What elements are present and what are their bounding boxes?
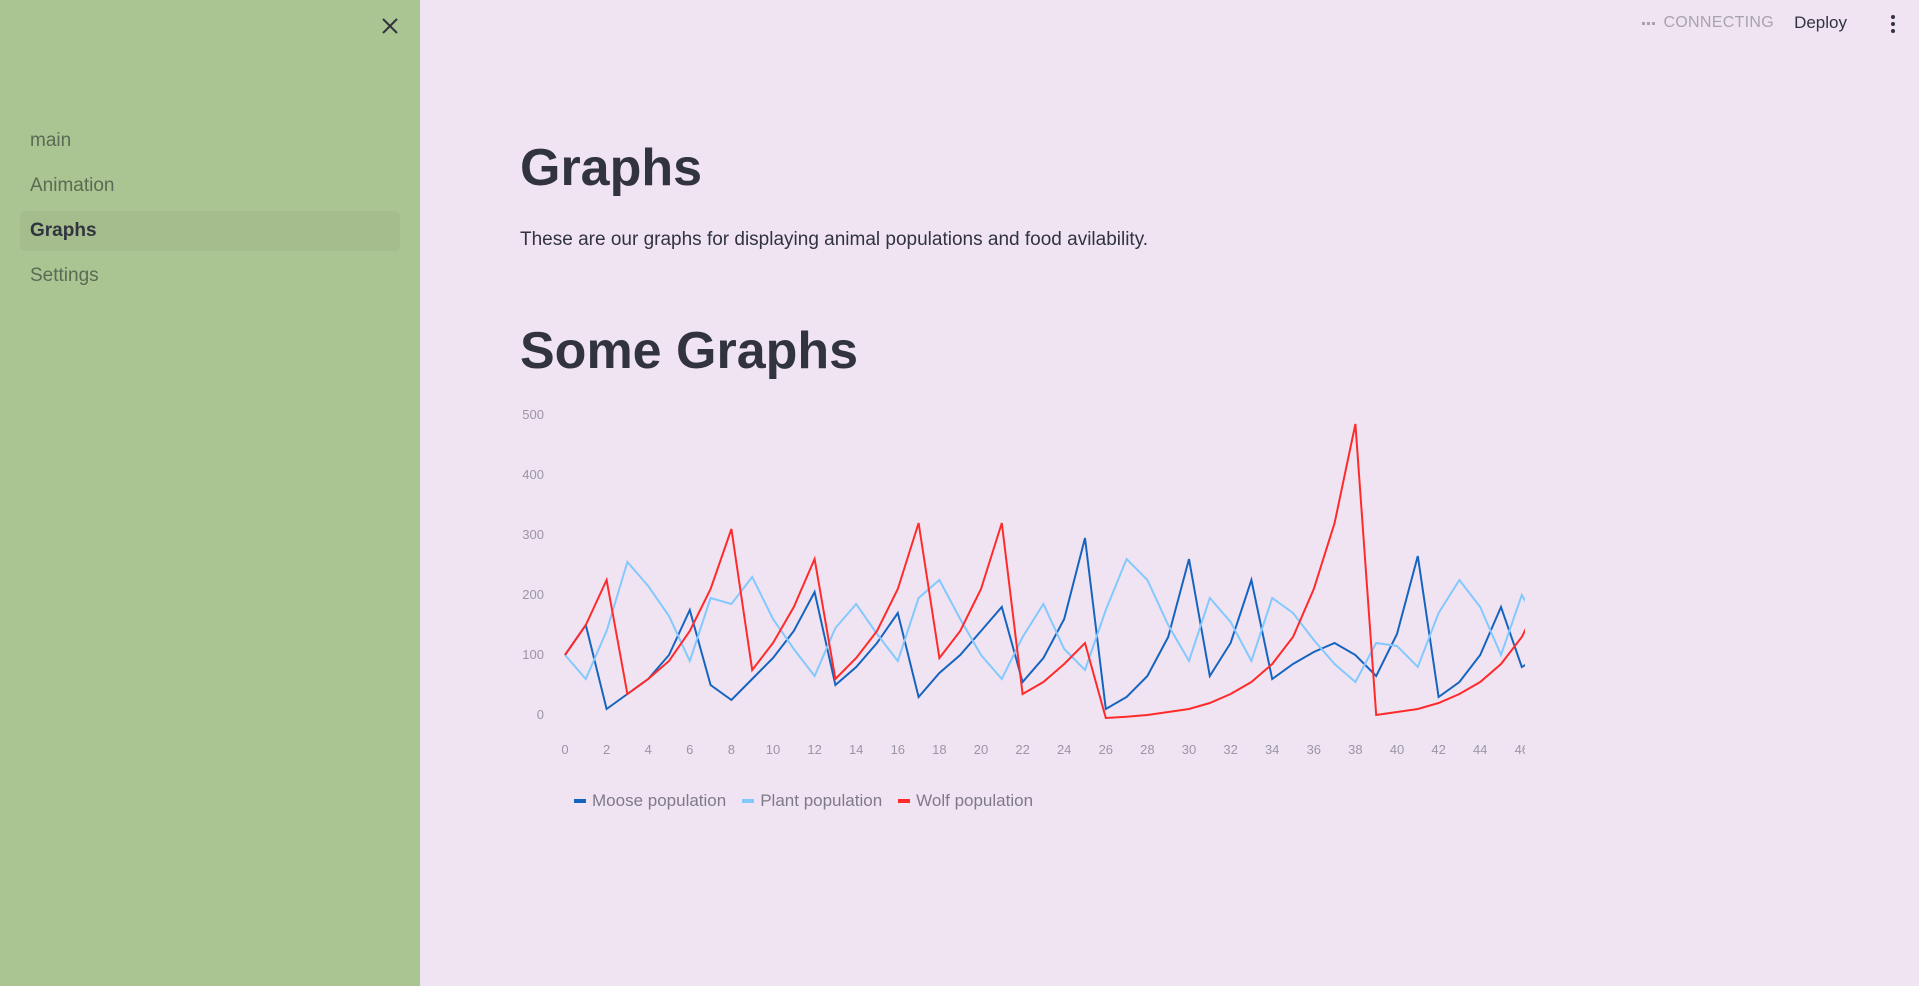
x-tick-label: 40 (1390, 742, 1404, 757)
main-content: CONNECTING Deploy Graphs These are our g… (420, 0, 1919, 986)
legend-item-wolf[interactable]: Wolf population (898, 791, 1033, 811)
x-tick-label: 6 (686, 742, 693, 757)
legend-swatch-wolf (898, 799, 911, 803)
x-tick-label: 0 (561, 742, 568, 757)
x-tick-label: 34 (1265, 742, 1279, 757)
population-chart: 0 100 200 300 400 500 0 2 4 6 8 10 12 14 16 18 20 22 24 26 2… (85, 400, 1820, 820)
x-tick-label: 28 (1140, 742, 1154, 757)
legend-label-moose: Moose population (592, 791, 727, 810)
deploy-button[interactable]: Deploy (1794, 13, 1847, 32)
status-text: CONNECTING (1663, 14, 1774, 31)
legend-item-plant[interactable]: Plant population (742, 791, 882, 811)
x-tick-label: 36 (1307, 742, 1321, 757)
x-tick-label: 18 (932, 742, 946, 757)
series-line-plant[interactable] (564, 557, 1794, 690)
sidebar-item-settings[interactable]: Settings (30, 265, 99, 286)
legend-label-wolf: Wolf population (916, 791, 1034, 810)
sidebar-item-graphs[interactable]: Graphs (20, 211, 400, 251)
x-tick-label: 32 (1223, 742, 1237, 757)
legend-swatch-moose (574, 799, 586, 803)
x-tick-label: 46 (1515, 742, 1525, 757)
x-tick-label: 42 (1431, 742, 1445, 757)
x-tick-label: 38 (1348, 742, 1362, 757)
y-tick-label: 0 (537, 707, 544, 722)
legend-swatch-plant (742, 799, 755, 803)
sidebar-nav: main Animation Graphs Settings (20, 121, 400, 301)
x-tick-label: 2 (603, 742, 610, 757)
page-description: These are our graphs for displaying anim… (520, 229, 1149, 250)
y-tick-label: 300 (522, 527, 544, 542)
status-dots-icon (1642, 21, 1656, 25)
sidebar-item-animation[interactable]: Animation (30, 175, 115, 196)
y-tick-label: 500 (522, 407, 544, 422)
page-title: Graphs (520, 139, 703, 197)
x-tick-label: 8 (728, 742, 735, 757)
x-tick-label: 4 (645, 742, 652, 757)
x-tick-label: 16 (891, 742, 905, 757)
x-tick-label: 22 (1015, 742, 1029, 757)
x-tick-label: 30 (1182, 742, 1196, 757)
close-sidebar-button[interactable] (376, 12, 404, 40)
x-tick-label: 10 (766, 742, 780, 757)
legend-item-moose[interactable]: Moose population (574, 791, 726, 811)
x-tick-label: 20 (974, 742, 988, 757)
sidebar: main Animation Graphs Settings (0, 0, 420, 986)
connection-status: CONNECTING (1642, 14, 1774, 32)
kebab-menu-icon[interactable] (1887, 13, 1899, 35)
y-tick-label: 100 (522, 647, 544, 662)
close-icon (382, 18, 398, 34)
x-tick-label: 14 (849, 742, 863, 757)
section-title: Some Graphs (520, 322, 859, 380)
x-tick-label: 24 (1057, 742, 1071, 757)
chart-legend: Moose population Plant population Wolf p… (574, 791, 1033, 811)
x-tick-label: 44 (1473, 742, 1487, 757)
legend-label-plant: Plant population (760, 791, 883, 810)
sidebar-item-main[interactable]: main (30, 130, 72, 151)
y-tick-label: 200 (522, 587, 544, 602)
y-tick-label: 400 (522, 467, 544, 482)
x-tick-label: 12 (807, 742, 821, 757)
x-tick-label: 26 (1099, 742, 1113, 757)
